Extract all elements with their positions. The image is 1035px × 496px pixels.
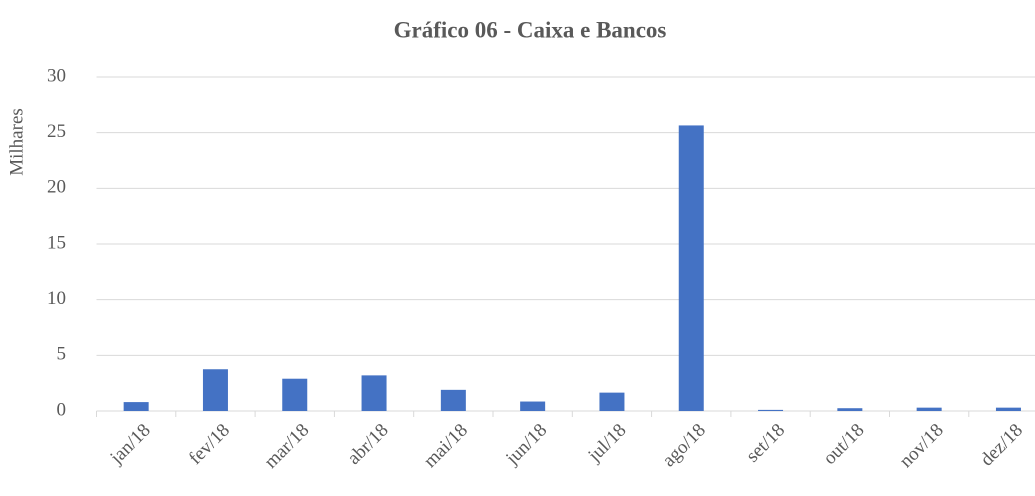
x-tick-label: jan/18	[106, 420, 155, 469]
y-tick-label: 0	[57, 399, 67, 420]
x-tick-label: dez/18	[976, 420, 1027, 471]
bar	[599, 392, 625, 411]
y-tick-label: 15	[47, 232, 66, 253]
y-axis-label: Milhares	[6, 108, 27, 176]
y-tick-label: 10	[47, 288, 66, 309]
x-tick-label: mar/18	[260, 420, 313, 473]
bar	[520, 401, 546, 411]
y-tick-label: 5	[57, 344, 67, 365]
bar	[995, 407, 1021, 411]
bar	[123, 402, 149, 411]
x-tick-label: jul/18	[584, 420, 631, 467]
x-tick-label: abr/18	[343, 420, 392, 469]
x-tick-label: mai/18	[420, 420, 472, 472]
bar	[361, 375, 387, 411]
bar	[202, 369, 228, 411]
x-tick-label: fev/18	[185, 420, 234, 469]
bar	[678, 125, 704, 412]
y-tick-label: 30	[47, 65, 66, 86]
x-tick-label: out/18	[819, 420, 868, 469]
bar	[916, 407, 942, 411]
bar	[440, 389, 466, 411]
bar	[837, 408, 863, 411]
y-tick-label: 25	[47, 121, 66, 142]
x-tick-label: ago/18	[658, 420, 709, 471]
bar	[758, 409, 784, 411]
x-tick-label: jun/18	[501, 420, 551, 470]
bar	[282, 378, 308, 411]
chart-title: Gráfico 06 - Caixa e Bancos	[394, 17, 667, 42]
y-tick-label: 20	[47, 177, 66, 198]
x-tick-label: set/18	[742, 420, 789, 467]
x-tick-label: nov/18	[896, 420, 948, 472]
